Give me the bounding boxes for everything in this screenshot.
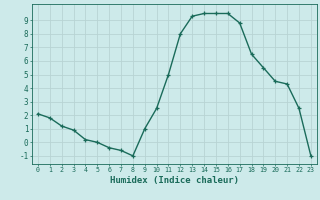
X-axis label: Humidex (Indice chaleur): Humidex (Indice chaleur) bbox=[110, 176, 239, 185]
